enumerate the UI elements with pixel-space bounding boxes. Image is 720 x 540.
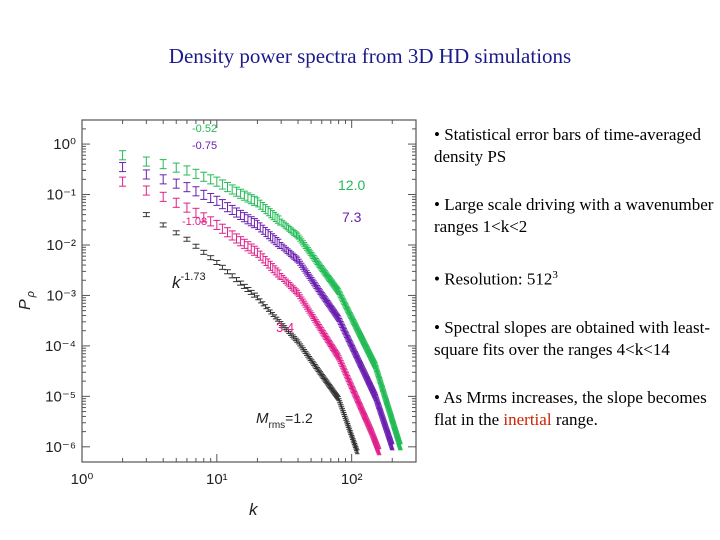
mach-label-34: 3.4 xyxy=(276,320,294,335)
y-axis-label: Pρ xyxy=(17,291,37,310)
axis-ticks: 10⁰ 10¹ 10² 10⁰ 10⁻¹ 10⁻² 10⁻³ 10⁻⁴ 10⁻⁵ 10⁻⁶ xyxy=(45,119,417,488)
slope-label-075: -0.75 xyxy=(192,140,217,152)
mrms-text-after: range. xyxy=(551,409,598,429)
resolution-exponent: 3 xyxy=(552,269,558,281)
y-tick-label: 10⁻² xyxy=(46,237,76,254)
series-3 xyxy=(142,212,360,455)
series-2 xyxy=(119,176,382,456)
slide-title: Density power spectra from 3D HD simulat… xyxy=(168,44,572,68)
x-tick-label: 10⁰ xyxy=(71,471,94,488)
x-axis-label: k xyxy=(249,500,259,519)
slope-label-108: -1.08 xyxy=(182,216,207,228)
y-tick-label: 10⁻⁶ xyxy=(45,439,76,456)
mach-label-73: 7.3 xyxy=(342,209,362,225)
y-tick-label: 10⁰ xyxy=(53,136,76,153)
chart-svg: 10⁰ 10¹ 10² 10⁰ 10⁻¹ 10⁻² 10⁻³ 10⁻⁴ 10⁻⁵ 10⁻⁶ -0.… xyxy=(17,119,417,519)
x-tick-label: 10² xyxy=(341,471,363,488)
series-1 xyxy=(119,162,395,451)
y-tick-label: 10⁻³ xyxy=(46,287,76,304)
mach-label-12: 12.0 xyxy=(338,177,365,193)
y-tick-label: 10⁻¹ xyxy=(46,187,76,204)
series-layer xyxy=(119,150,403,456)
bullet-list: • Statistical error bars of time-average… xyxy=(434,124,714,457)
power-spectrum-chart: 10⁰ 10¹ 10² 10⁰ 10⁻¹ 10⁻² 10⁻³ 10⁻⁴ 10⁻⁵ 10⁻⁶ -0.… xyxy=(0,110,430,540)
resolution-text: • Resolution: 512 xyxy=(434,269,553,289)
slope-k-label: k-1.73 xyxy=(172,271,206,292)
bullet-resolution: • Resolution: 5123 xyxy=(434,264,714,291)
bullet-mrms: • As Mrms increases, the slope becomes f… xyxy=(434,387,714,431)
annotation-layer: -0.52 -0.75 -1.08 12.0 7.3 3.4 k-1.73 Mr… xyxy=(17,123,365,519)
bullet-driving: • Large scale driving with a wavenumber … xyxy=(434,195,714,236)
y-tick-label: 10⁻⁴ xyxy=(45,338,76,355)
x-tick-label: 10¹ xyxy=(206,471,228,488)
mrms-label: Mrms=1.2 xyxy=(256,410,313,431)
inertial-highlight: inertial xyxy=(503,409,552,429)
y-tick-label: 10⁻⁵ xyxy=(45,388,76,405)
mrms-text-before: • As Mrms increases, the slope becomes f… xyxy=(434,387,707,429)
slope-label-052: -0.52 xyxy=(192,123,217,135)
series-0 xyxy=(119,150,403,451)
bullet-slopes: • Spectral slopes are obtained with leas… xyxy=(434,317,710,359)
plot-frame xyxy=(81,119,417,463)
bullet-error-bars: • Statistical error bars of time-average… xyxy=(434,125,701,166)
